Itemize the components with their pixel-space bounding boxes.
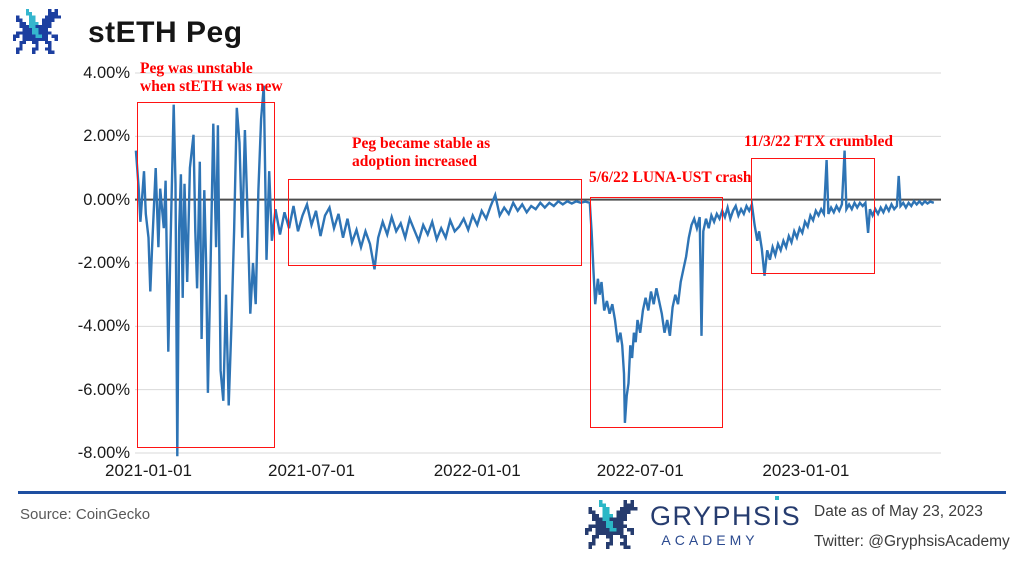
peg-line-series <box>134 85 935 457</box>
annotation-box <box>750 157 876 274</box>
annotation-box <box>589 197 724 429</box>
brand-dotted-i: I <box>772 501 782 531</box>
annotation-box <box>288 179 582 266</box>
brand-name-part: S <box>781 501 802 531</box>
y-tick-label: -6.00% <box>77 380 130 399</box>
y-tick-label: -4.00% <box>77 317 130 336</box>
brand-name: GRYPHSIS <box>650 501 801 532</box>
annotation-label: Peg became stable as adoption increased <box>352 135 491 170</box>
annotation-label: 11/3/22 FTX crumbled <box>744 133 893 150</box>
x-tick-label: 2023-01-01 <box>762 461 850 480</box>
source-label: Source: CoinGecko <box>20 506 151 523</box>
twitter-label: Twitter: @GryphsisAcademy <box>814 533 1010 550</box>
annotation-label: 5/6/22 LUNA-UST crash <box>589 169 752 186</box>
gryphsis-griffin-icon <box>585 500 638 549</box>
annotation-box <box>136 102 275 449</box>
y-tick-label: -2.00% <box>77 254 130 272</box>
x-tick-label: 2022-07-01 <box>596 461 684 480</box>
footer-divider <box>18 491 1006 494</box>
gryphsis-griffin-icon <box>13 9 61 54</box>
page-title: stETH Peg <box>88 16 243 49</box>
x-tick-label: 2021-07-01 <box>268 461 355 480</box>
x-tick-label: 2022-01-01 <box>433 461 521 480</box>
y-tick-label: 2.00% <box>83 127 130 146</box>
annotation-label: Peg was unstable when stETH was new <box>140 60 283 95</box>
brand-subtitle: ACADEMY <box>661 532 759 548</box>
y-tick-label: -8.00% <box>77 444 130 462</box>
x-tick-label: 2021-01-01 <box>105 461 192 480</box>
y-tick-label: 4.00% <box>83 64 130 82</box>
brand-name-part: GRYPHS <box>650 501 773 531</box>
y-tick-label: 0.00% <box>83 190 130 209</box>
date-label: Date as of May 23, 2023 <box>814 503 983 520</box>
